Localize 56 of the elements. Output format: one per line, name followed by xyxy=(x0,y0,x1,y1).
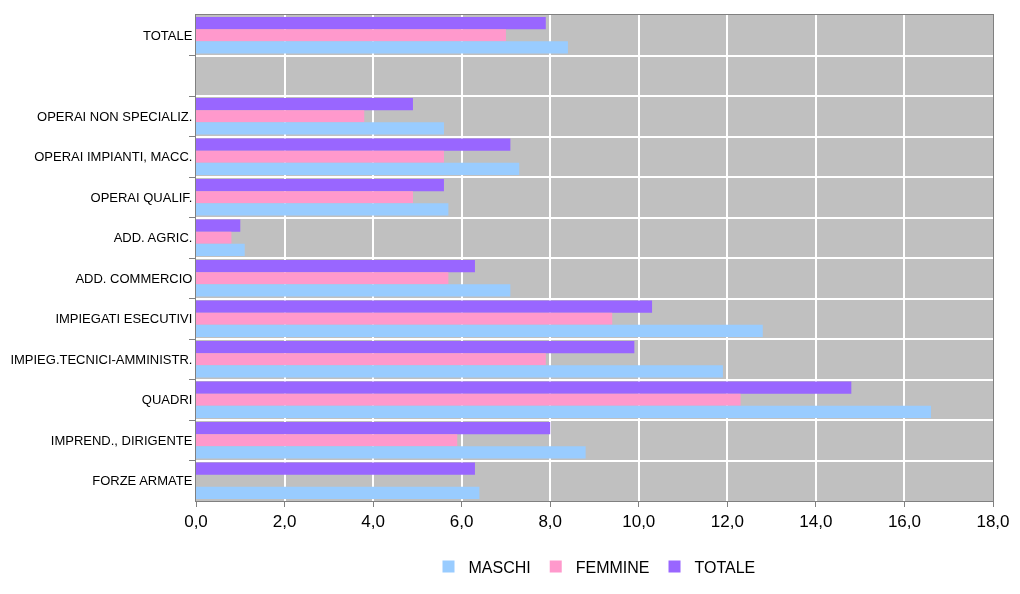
y-tick-label: ADD. AGRIC. xyxy=(113,230,193,246)
y-tick-label: IMPIEGATI ESECUTIVI xyxy=(55,311,193,327)
bar xyxy=(196,284,511,297)
bar xyxy=(196,486,480,499)
bar xyxy=(196,324,763,337)
bar xyxy=(196,191,413,204)
bar xyxy=(196,98,413,111)
y-tick-label: OPERAI QUALIF. xyxy=(90,189,193,205)
bar xyxy=(196,272,449,285)
bar xyxy=(196,365,723,378)
bar xyxy=(196,29,506,42)
bar xyxy=(196,393,741,406)
bar xyxy=(196,434,458,447)
bar xyxy=(196,422,551,435)
x-tick-label: 6,0 xyxy=(449,512,474,532)
bar xyxy=(196,300,653,313)
bar xyxy=(196,122,444,135)
x-tick-label: 8,0 xyxy=(538,512,563,532)
bar xyxy=(196,381,852,394)
y-tick-label: ADD. COMMERCIO xyxy=(75,270,193,286)
bar xyxy=(196,260,475,273)
legend-label: TOTALE xyxy=(694,558,756,576)
bar xyxy=(196,341,635,354)
bar xyxy=(196,203,449,216)
y-tick-label: OPERAI NON SPECIALIZ. xyxy=(37,108,193,124)
y-tick-label: TOTALE xyxy=(143,27,193,43)
bar xyxy=(196,219,241,232)
x-tick-label: 12,0 xyxy=(710,512,744,532)
bar xyxy=(196,462,475,475)
x-tick-label: 4,0 xyxy=(361,512,385,532)
y-tick-label: IMPREND., DIRIGENTE xyxy=(50,432,193,448)
legend-label: FEMMINE xyxy=(575,558,650,576)
x-tick-label: 2,0 xyxy=(272,512,297,532)
x-tick-label: 10,0 xyxy=(622,512,656,532)
bar xyxy=(196,446,586,459)
y-tick-label: FORZE ARMATE xyxy=(92,473,193,489)
y-tick-label: QUADRI xyxy=(141,392,193,408)
x-tick-label: 16,0 xyxy=(887,512,921,532)
bar xyxy=(196,138,511,151)
y-tick-label: IMPIEG.TECNICI-AMMINISTR. xyxy=(10,351,193,367)
bar xyxy=(196,110,365,123)
bar xyxy=(196,150,444,163)
x-tick-label: 14,0 xyxy=(799,512,833,532)
x-tick-label: 18,0 xyxy=(976,512,1010,532)
bar xyxy=(196,41,568,54)
x-tick-label: 0,0 xyxy=(184,512,208,532)
bar xyxy=(196,179,444,192)
bar xyxy=(196,353,546,366)
bar xyxy=(196,17,546,30)
bar xyxy=(196,312,613,325)
legend-label: MASCHI xyxy=(468,558,531,576)
y-tick-label: OPERAI IMPIANTI, MACC. xyxy=(34,149,193,165)
bar xyxy=(196,162,520,175)
bar xyxy=(196,231,232,244)
bar xyxy=(196,405,932,418)
bar xyxy=(196,243,245,256)
